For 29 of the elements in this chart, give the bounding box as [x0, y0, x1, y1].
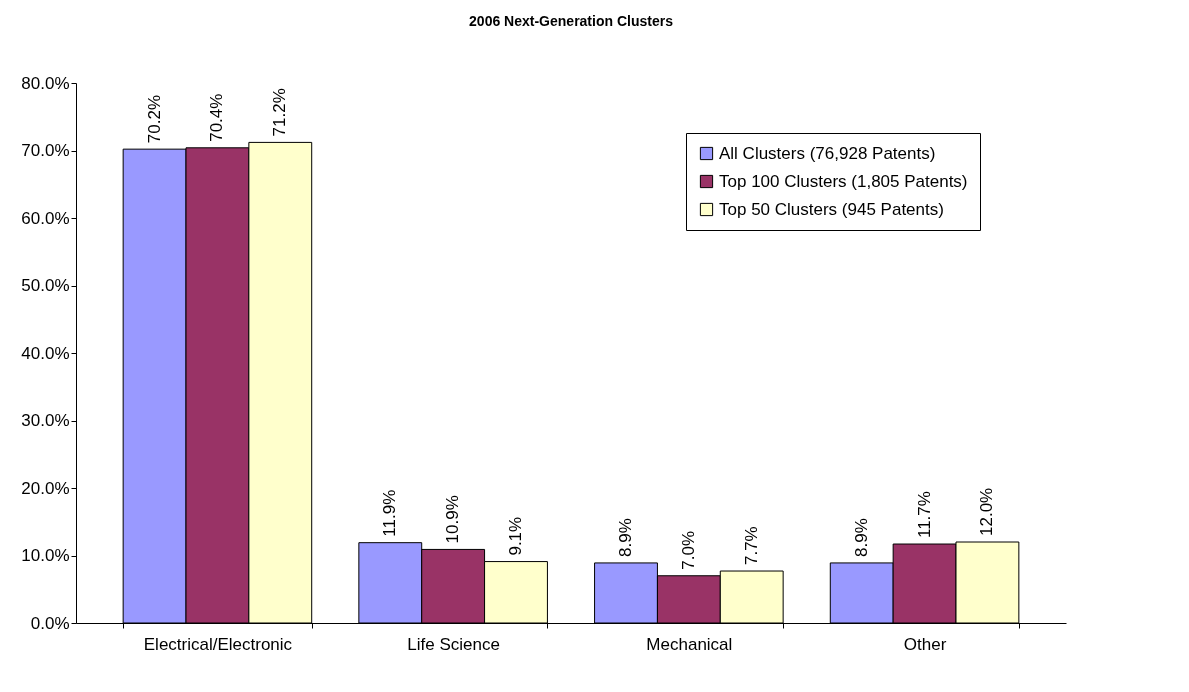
data-label: 11.7% — [914, 491, 934, 539]
data-label: 12.0% — [977, 487, 997, 536]
y-tick-label: 60.0% — [21, 208, 70, 228]
data-label: 70.4% — [207, 93, 227, 142]
y-tick-label: 10.0% — [21, 546, 70, 565]
data-label: 7.7% — [741, 526, 761, 566]
x-tick-label: Electrical/Electronic — [143, 634, 293, 654]
data-label: 11.9% — [380, 489, 400, 537]
legend-label: Top 100 Clusters (1,805 Patents) — [719, 171, 968, 191]
y-tick-label: 50.0% — [21, 276, 70, 295]
x-tick-label: Life Science — [407, 634, 500, 654]
y-tick-label: 20.0% — [21, 478, 70, 498]
y-tick-label: 30.0% — [21, 411, 70, 430]
data-label: 7.0% — [678, 531, 698, 570]
x-tick-label: Mechanical — [646, 634, 733, 654]
legend-label: Top 50 Clusters (945 Patents) — [719, 199, 944, 219]
y-tick-label: 40.0% — [21, 343, 70, 363]
data-label: 71.2% — [270, 88, 290, 137]
data-label: 8.9% — [616, 518, 635, 557]
data-label: 70.2% — [144, 94, 164, 144]
data-label: 9.1% — [506, 516, 525, 556]
data-label: 8.9% — [851, 518, 871, 557]
y-tick-label: 80.0% — [21, 73, 70, 93]
x-tick-label: Other — [903, 634, 947, 654]
y-tick-label: 0.0% — [30, 613, 70, 633]
legend-label: All Clusters (76,928 Patents) — [719, 143, 936, 163]
chart-title: 2006 Next-Generation Clusters — [469, 13, 674, 29]
y-tick-label: 70.0% — [21, 141, 70, 160]
data-label: 10.9% — [443, 495, 463, 544]
